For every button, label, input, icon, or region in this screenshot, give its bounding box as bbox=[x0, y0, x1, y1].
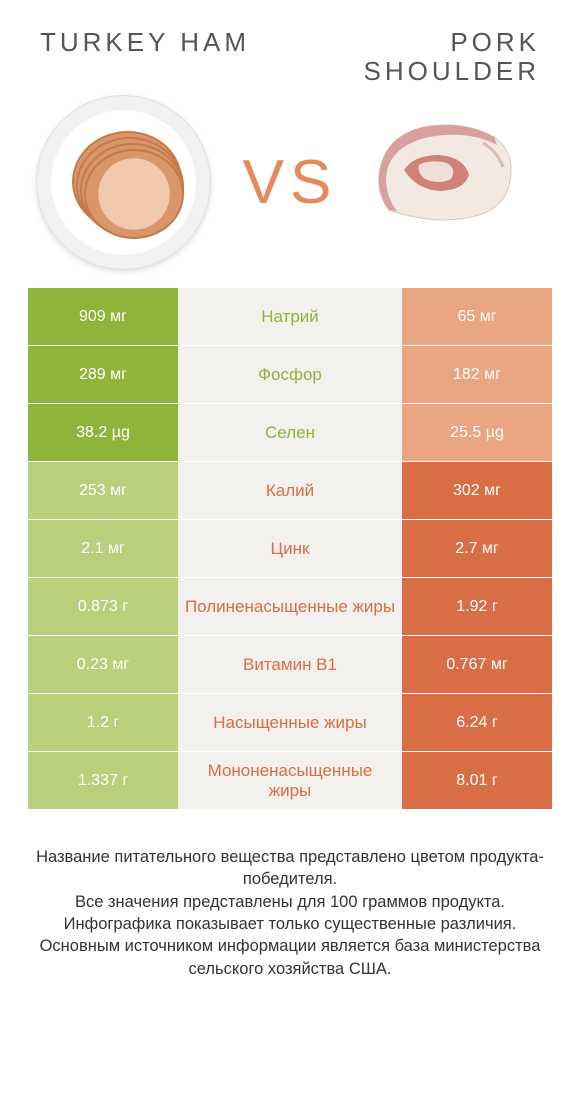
cell-left-value: 1.337 г bbox=[28, 752, 178, 809]
table-row: 909 мгНатрий65 мг bbox=[28, 288, 552, 346]
table-row: 253 мгКалий302 мг bbox=[28, 462, 552, 520]
cell-left-value: 38.2 µg bbox=[28, 404, 178, 461]
cell-right-value: 0.767 мг bbox=[402, 636, 552, 693]
turkey-ham-image bbox=[36, 95, 211, 270]
cell-right-value: 25.5 µg bbox=[402, 404, 552, 461]
cell-right-value: 65 мг bbox=[402, 288, 552, 345]
nutrient-table: 909 мгНатрий65 мг289 мгФосфор182 мг38.2 … bbox=[0, 288, 580, 810]
footer-line-1: Название питательного вещества представл… bbox=[28, 846, 552, 891]
pork-shoulder-image bbox=[369, 95, 544, 270]
footer-line-3: Инфографика показывает только существенн… bbox=[28, 913, 552, 935]
cell-nutrient-label: Калий bbox=[178, 462, 402, 519]
cell-nutrient-label: Мононенасыщенные жиры bbox=[178, 752, 402, 809]
table-row: 0.23 мгВитамин B10.767 мг bbox=[28, 636, 552, 694]
cell-left-value: 253 мг bbox=[28, 462, 178, 519]
cell-right-value: 1.92 г bbox=[402, 578, 552, 635]
cell-nutrient-label: Насыщенные жиры bbox=[178, 694, 402, 751]
cell-nutrient-label: Цинк bbox=[178, 520, 402, 577]
cell-right-value: 8.01 г bbox=[402, 752, 552, 809]
title-right: PORK SHOULDER bbox=[364, 28, 540, 85]
table-row: 0.873 гПолиненасыщенные жиры1.92 г bbox=[28, 578, 552, 636]
vs-label: VS bbox=[243, 147, 338, 218]
cell-left-value: 909 мг bbox=[28, 288, 178, 345]
cell-right-value: 302 мг bbox=[402, 462, 552, 519]
table-row: 1.337 гМононенасыщенные жиры8.01 г bbox=[28, 752, 552, 810]
footer-line-4: Основным источником информации является … bbox=[28, 935, 552, 980]
title-right-line1: PORK bbox=[450, 27, 540, 57]
header: TURKEY HAM PORK SHOULDER bbox=[0, 0, 580, 85]
cell-left-value: 0.23 мг bbox=[28, 636, 178, 693]
title-right-line2: SHOULDER bbox=[364, 56, 540, 86]
cell-nutrient-label: Фосфор bbox=[178, 346, 402, 403]
cell-right-value: 182 мг bbox=[402, 346, 552, 403]
cell-nutrient-label: Витамин B1 bbox=[178, 636, 402, 693]
cell-nutrient-label: Селен bbox=[178, 404, 402, 461]
table-row: 2.1 мгЦинк2.7 мг bbox=[28, 520, 552, 578]
footer-line-2: Все значения представлены для 100 граммо… bbox=[28, 891, 552, 913]
footer-notes: Название питательного вещества представл… bbox=[0, 810, 580, 980]
cell-right-value: 2.7 мг bbox=[402, 520, 552, 577]
table-row: 38.2 µgСелен25.5 µg bbox=[28, 404, 552, 462]
table-row: 289 мгФосфор182 мг bbox=[28, 346, 552, 404]
cell-left-value: 0.873 г bbox=[28, 578, 178, 635]
title-left: TURKEY HAM bbox=[40, 28, 250, 85]
table-row: 1.2 гНасыщенные жиры6.24 г bbox=[28, 694, 552, 752]
cell-right-value: 6.24 г bbox=[402, 694, 552, 751]
hero-row: VS bbox=[0, 85, 580, 288]
cell-left-value: 2.1 мг bbox=[28, 520, 178, 577]
cell-left-value: 289 мг bbox=[28, 346, 178, 403]
cell-nutrient-label: Натрий bbox=[178, 288, 402, 345]
cell-nutrient-label: Полиненасыщенные жиры bbox=[178, 578, 402, 635]
cell-left-value: 1.2 г bbox=[28, 694, 178, 751]
